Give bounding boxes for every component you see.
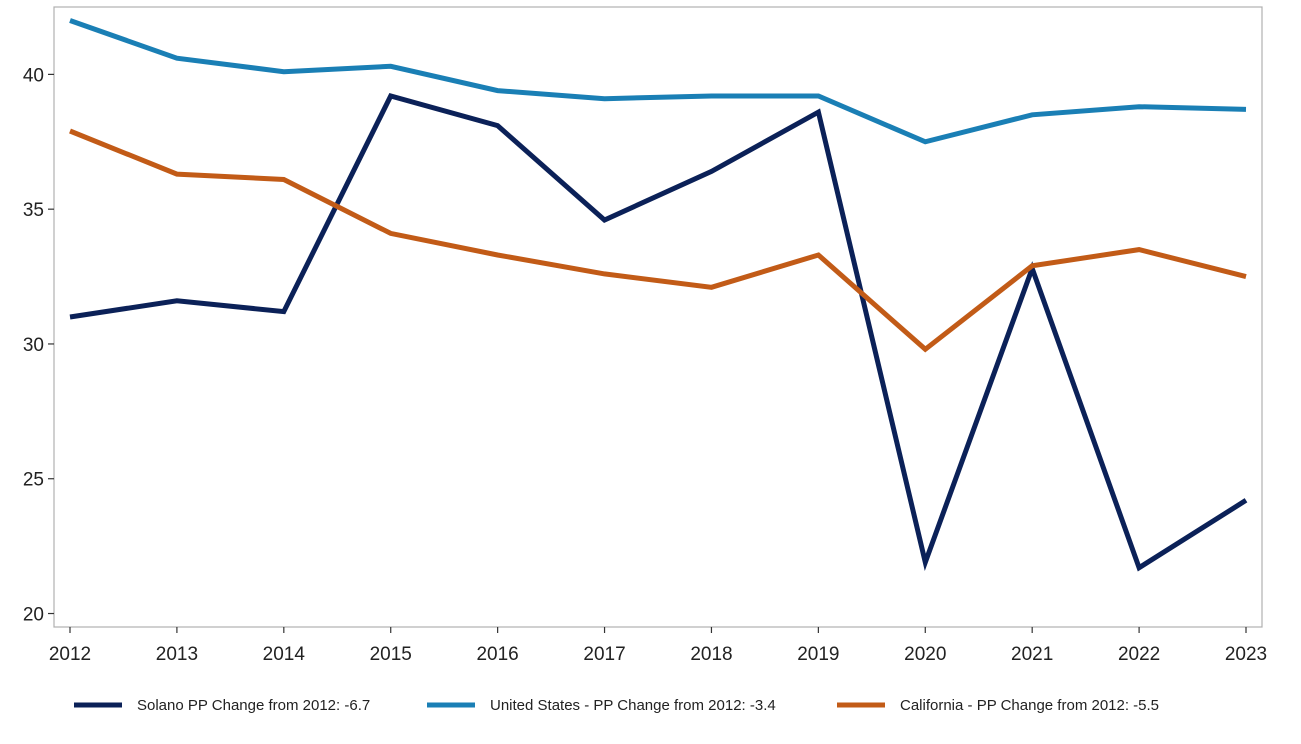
series-line-1 [69,18,1247,145]
plot-frame [53,6,1263,628]
series-line-2 [69,128,1247,353]
x-tick-label: 2018 [690,644,732,665]
y-tick-label: 35 [23,200,44,221]
y-axis: 20 25 30 35 40 [23,65,54,626]
x-tick-label: 2020 [904,644,946,665]
legend-label-0: Solano PP Change from 2012: -6.7 [137,697,370,714]
y-tick-label: 20 [23,605,44,626]
x-tick-label: 2019 [797,644,839,665]
x-tick-label: 2023 [1225,644,1267,665]
x-tick-label: 2012 [49,644,91,665]
x-tick-label: 2016 [476,644,518,665]
legend-label-1: United States - PP Change from 2012: -3.… [490,697,776,714]
x-tick-label: 2022 [1118,644,1160,665]
series-layer [69,18,1248,572]
x-tick-label: 2013 [156,644,198,665]
x-tick-label: 2021 [1011,644,1053,665]
y-tick-label: 40 [23,65,44,86]
x-tick-label: 2015 [370,644,412,665]
legend-label-2: California - PP Change from 2012: -5.5 [900,697,1159,714]
x-tick-label: 2014 [263,644,306,665]
x-tick-label: 2017 [583,644,625,665]
series-line-0 [69,93,1248,572]
x-axis: 2012 2013 2014 2015 2016 2017 2018 2019 2020 2021… [49,627,1267,665]
y-tick-label: 30 [23,335,44,356]
y-tick-label: 25 [23,470,44,491]
legend: Solano PP Change from 2012: -6.7 United S… [74,697,1159,714]
